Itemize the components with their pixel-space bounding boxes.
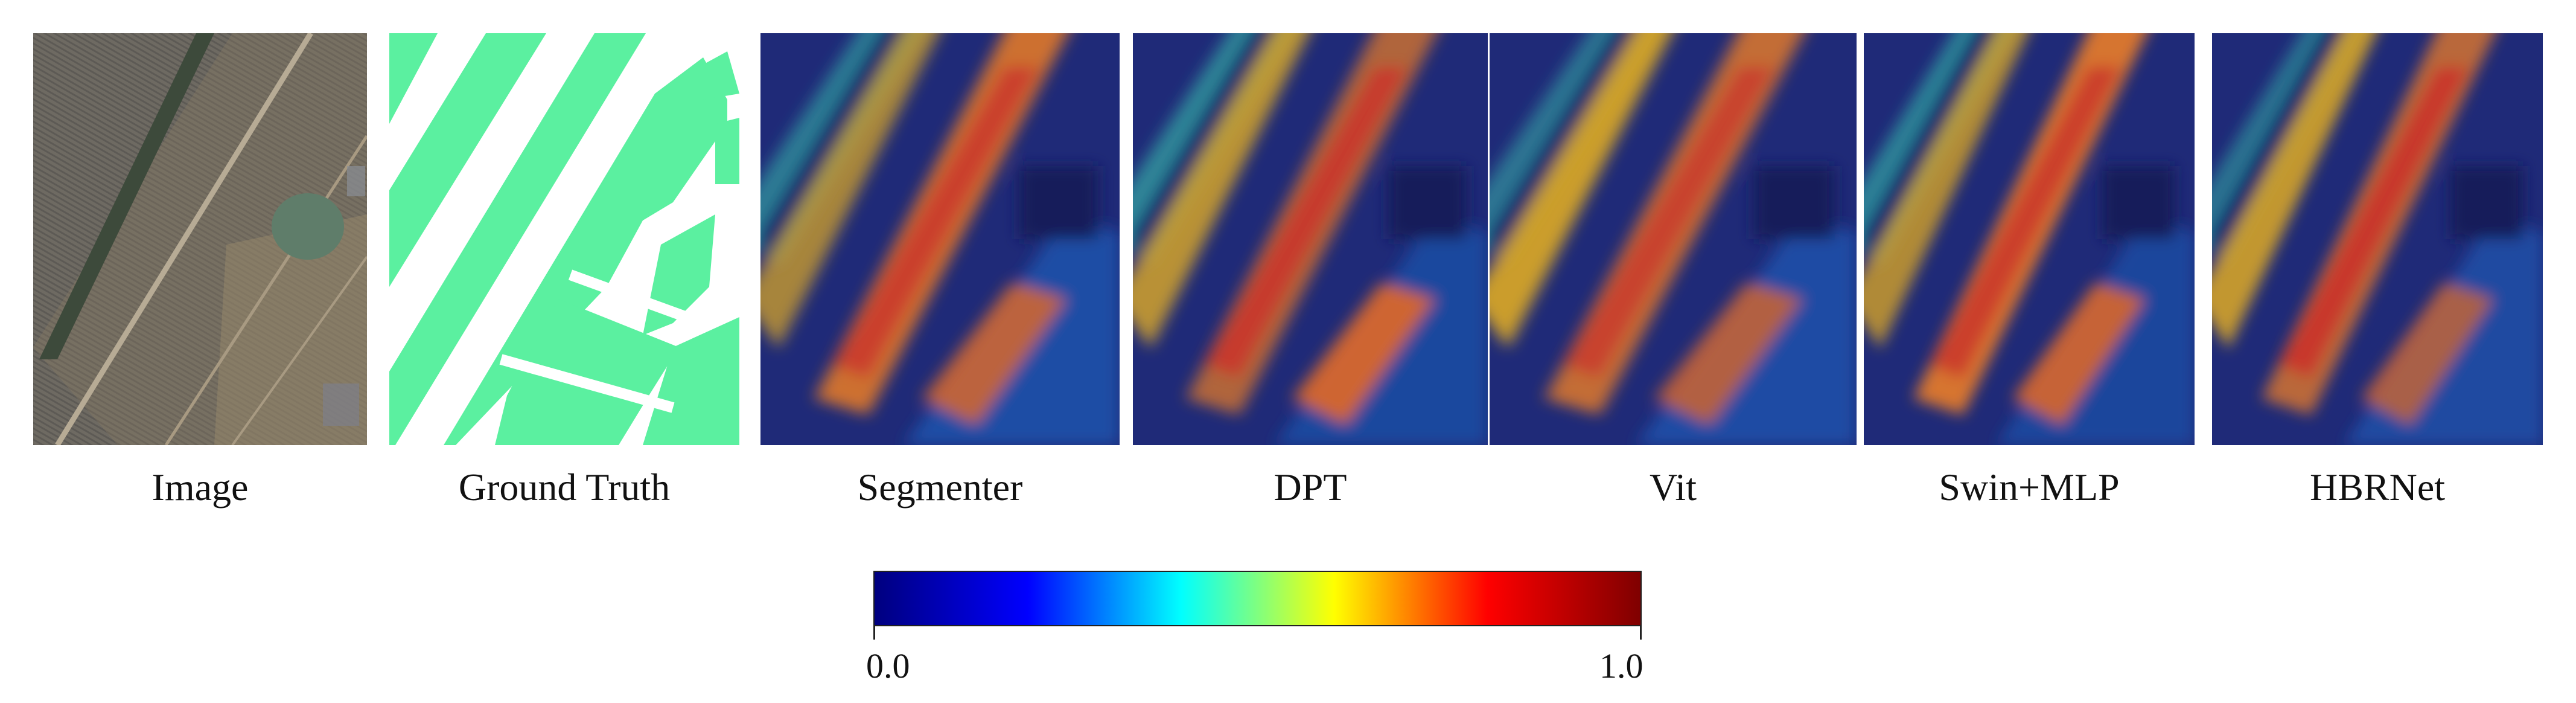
- heatmap-dpt: [1133, 33, 1488, 445]
- panel-label: Image: [151, 466, 249, 509]
- heatmap-hbrnet: [2212, 33, 2543, 445]
- panel-label: Vit: [1650, 466, 1697, 509]
- colorbar-tick-min: [873, 626, 875, 640]
- colorbar-max-label: 1.0: [1599, 646, 1643, 685]
- panel-label: Segmenter: [857, 466, 1023, 509]
- satellite-image: [33, 33, 367, 445]
- heatmap-vit: [1490, 33, 1857, 445]
- ground-truth-mask: [389, 33, 739, 445]
- panel-label: HBRNet: [2310, 466, 2445, 509]
- colorbar-min-label: 0.0: [866, 646, 910, 685]
- heatmap-segmenter: [760, 33, 1120, 445]
- panel-label: Swin+MLP: [1939, 466, 2120, 509]
- colorbar: [873, 571, 1642, 626]
- colorbar-tick-max: [1640, 626, 1642, 640]
- panel-label: DPT: [1274, 466, 1347, 509]
- heatmap-swin-mlp: [1864, 33, 2195, 445]
- panel-label: Ground Truth: [458, 466, 671, 509]
